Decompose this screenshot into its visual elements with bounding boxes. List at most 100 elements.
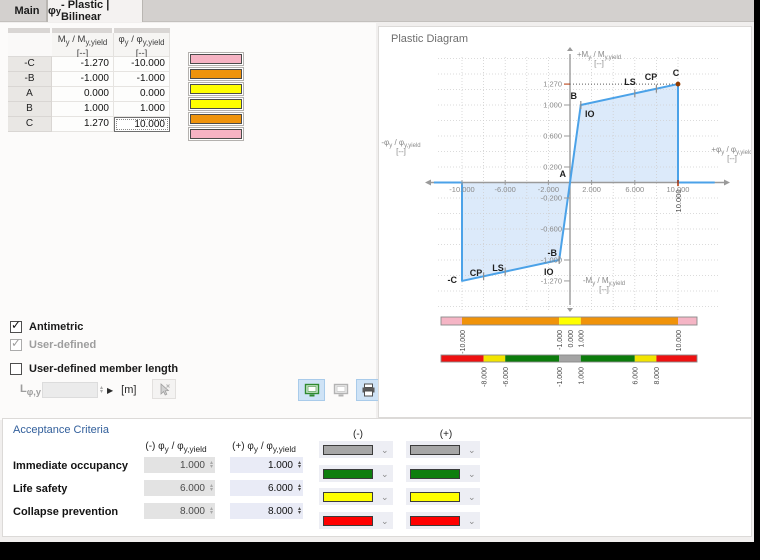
svg-text:+φy / φy,yield: +φy / φy,yield	[711, 145, 751, 156]
antimetric-checkbox[interactable]: ✓	[10, 318, 22, 333]
svg-text:-0.600: -0.600	[541, 225, 562, 234]
table-row: -C -1.270 -10.000	[8, 57, 172, 72]
acceptance-pos-input[interactable]: 8.000 ▴ ▾	[230, 503, 303, 519]
spinner-icon[interactable]: ▴ ▾	[297, 506, 301, 516]
color-dropdown[interactable]: ⌄	[319, 512, 393, 529]
color-dropdown[interactable]: ⌄	[406, 465, 480, 482]
rotation-cell[interactable]: 1.000	[114, 102, 170, 117]
rotation-cell[interactable]: 0.000	[114, 87, 170, 102]
row-label: C	[8, 117, 52, 132]
moment-cell[interactable]: 0.000	[52, 87, 114, 102]
svg-text:+My / My,yield: +My / My,yield	[577, 50, 621, 61]
lphi-label: Lφ,y	[20, 382, 41, 398]
segment-color-swatch[interactable]	[188, 67, 244, 81]
svg-text:-C: -C	[448, 275, 458, 285]
color-swatch	[410, 491, 460, 502]
svg-text:CP: CP	[645, 72, 658, 82]
svg-text:[--]: [--]	[396, 147, 406, 156]
svg-text:C: C	[673, 68, 680, 78]
acceptance-row-label: Collapse prevention	[13, 506, 119, 518]
antimetric-checkbox-row: ✓ Antimetric	[10, 318, 83, 333]
color-dropdown[interactable]: ⌄	[406, 441, 480, 458]
svg-text:-1.000: -1.000	[557, 367, 564, 387]
member-length-label: User-defined member length	[29, 363, 179, 375]
moment-cell[interactable]: 1.270	[52, 117, 114, 132]
acceptance-neg-input: 6.000 ▴ ▾	[144, 480, 215, 496]
chevron-down-icon: ⌄	[468, 491, 476, 502]
plastic-points-table: My / My,yield [--] φy / φy,yield [--] -C -1…	[8, 28, 172, 132]
rotation-cell[interactable]: 10.000	[114, 117, 170, 132]
svg-text:IO: IO	[544, 267, 554, 277]
moment-cell[interactable]: 1.000	[52, 102, 114, 117]
svg-text:-1.000: -1.000	[541, 256, 562, 265]
acceptance-pos-input[interactable]: 1.000 ▴ ▾	[230, 457, 303, 473]
svg-text:[--]: [--]	[727, 154, 737, 163]
acceptance-pos-input[interactable]: 6.000 ▴ ▾	[230, 480, 303, 496]
acceptance-criteria-title: Acceptance Criteria	[13, 424, 109, 436]
svg-text:-0.200: -0.200	[541, 194, 562, 203]
cursor-pick-icon	[160, 382, 170, 396]
color-dropdown[interactable]: ⌄	[319, 488, 393, 505]
segment-color-swatch[interactable]	[188, 82, 244, 96]
spinner-icon: ▴ ▾	[209, 483, 213, 493]
acceptance-row-label: Immediate occupancy	[13, 460, 128, 472]
color-swatch	[323, 444, 373, 455]
row-label: -C	[8, 57, 52, 72]
color-swatch	[410, 468, 460, 479]
plastic-diagram-title: Plastic Diagram	[391, 33, 469, 45]
svg-text:6.000: 6.000	[625, 185, 644, 194]
svg-text:LS: LS	[492, 263, 504, 273]
svg-text:10.000: 10.000	[674, 190, 683, 213]
color-dropdown[interactable]: ⌄	[319, 441, 393, 458]
pos-column-header: (+) φy / φy,yield	[232, 441, 296, 454]
row-label: -B	[8, 72, 52, 87]
table-row: C 1.270 10.000	[8, 117, 172, 132]
user-defined-label: User-defined	[29, 339, 97, 351]
svg-text:0.200: 0.200	[543, 163, 562, 172]
pick-in-graphic-button	[152, 379, 176, 399]
svg-text:2.000: 2.000	[582, 185, 601, 194]
svg-text:10.000: 10.000	[676, 330, 683, 352]
color-swatch	[323, 468, 373, 479]
column-header-moment: My / My,yield [--]	[52, 33, 114, 59]
check-icon: ✓	[11, 318, 22, 332]
acceptance-neg-input: 1.000 ▴ ▾	[144, 457, 215, 473]
color-dropdown[interactable]: ⌄	[319, 465, 393, 482]
save-to-library-button[interactable]	[298, 379, 325, 401]
member-length-checkbox-row: ✓ User-defined member length	[10, 363, 178, 375]
member-length-checkbox[interactable]: ✓	[10, 363, 22, 375]
printer-icon	[362, 383, 375, 397]
moment-cell[interactable]: -1.000	[52, 72, 114, 87]
rotation-cell[interactable]: -10.000	[114, 57, 170, 72]
svg-text:B: B	[571, 91, 578, 101]
spinner-icon[interactable]: ▴ ▾	[297, 483, 301, 493]
rotation-cell[interactable]: -1.000	[114, 72, 170, 87]
spinner-icon[interactable]: ▴ ▾	[297, 460, 301, 470]
table-row: B 1.000 1.000	[8, 102, 172, 117]
pos-color-header: (+)	[439, 429, 453, 440]
svg-text:A: A	[560, 169, 567, 179]
segment-color-swatch[interactable]	[188, 112, 244, 126]
segment-color-swatch[interactable]	[188, 52, 244, 66]
svg-text:1.000: 1.000	[579, 330, 586, 348]
svg-text:-1.000: -1.000	[557, 330, 564, 350]
svg-text:-8.000: -8.000	[481, 367, 488, 387]
segment-color-swatch[interactable]	[188, 97, 244, 111]
svg-text:-B: -B	[548, 248, 558, 258]
moment-cell[interactable]: -1.270	[52, 57, 114, 72]
color-dropdown[interactable]: ⌄	[406, 512, 480, 529]
neg-column-header: (-) φy / φy,yield	[145, 441, 207, 454]
segment-color-swatch[interactable]	[188, 127, 244, 141]
acceptance-criteria-groupbox: Acceptance Criteria (-) φy / φy,yield (+…	[2, 418, 752, 537]
flyout-arrow-icon: ▶	[107, 385, 114, 395]
lphi-unit: [m]	[121, 384, 137, 396]
color-swatch	[410, 515, 460, 526]
chevron-down-icon: ⌄	[468, 444, 476, 455]
spinner-icon: ▴ ▾	[209, 460, 213, 470]
color-dropdown[interactable]: ⌄	[406, 488, 480, 505]
svg-text:10.000: 10.000	[667, 185, 690, 194]
tab-main[interactable]: Main	[8, 0, 47, 22]
svg-text:CP: CP	[470, 268, 483, 278]
